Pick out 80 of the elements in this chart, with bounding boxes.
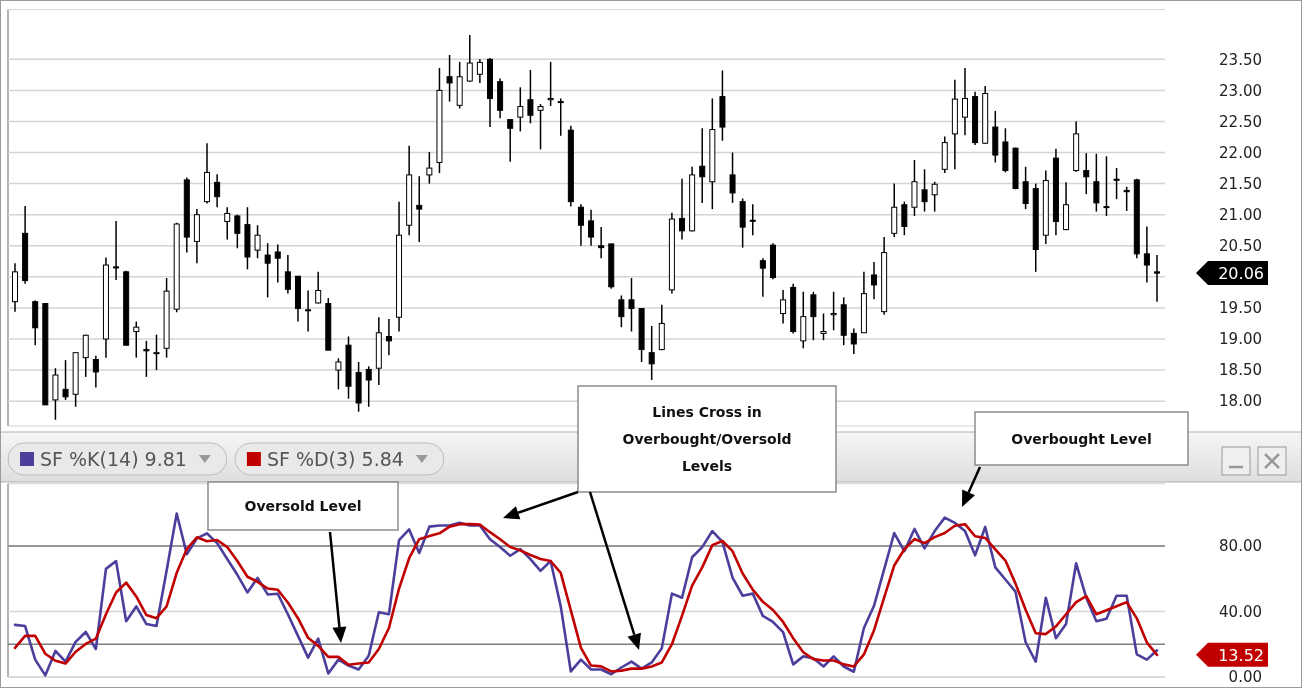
candlestick [588, 208, 595, 247]
y-tick-label: 18.50 [1219, 361, 1262, 380]
candlestick [557, 97, 564, 137]
candlestick [961, 67, 968, 136]
candlestick [365, 365, 372, 408]
candlestick [335, 357, 342, 391]
y-tick-label: 18.00 [1219, 392, 1262, 411]
candlestick [577, 203, 584, 247]
text: Overbought Level [1011, 430, 1152, 447]
candlestick [62, 359, 69, 401]
candlestick [224, 206, 231, 241]
candlestick [648, 325, 655, 381]
candlestick [598, 226, 605, 259]
y-tick-label: 21.00 [1219, 205, 1262, 224]
candlestick [416, 175, 423, 243]
candlestick [537, 103, 544, 151]
candlestick [92, 355, 99, 389]
candlestick [284, 254, 291, 295]
candlestick [699, 127, 706, 204]
candlestick [143, 340, 150, 378]
y-tick-label: 80.00 [1219, 537, 1262, 556]
candlestick [871, 261, 878, 300]
candlestick [527, 69, 534, 125]
candlestick [729, 151, 736, 204]
candlestick [113, 220, 120, 281]
candlestick [618, 294, 625, 328]
candlestick [1154, 254, 1160, 303]
y-tick-label: 40.00 [1219, 602, 1262, 621]
candlestick [214, 173, 221, 208]
candlestick [446, 54, 453, 103]
candlestick [517, 86, 524, 133]
y-tick-label: 22.00 [1219, 143, 1262, 162]
y-tick-label: 0.00 [1228, 668, 1262, 687]
legend-label: SF %K(14) 9.81 [40, 448, 187, 470]
candlestick [759, 257, 766, 298]
candlestick [1103, 155, 1110, 217]
candlestick [466, 34, 473, 83]
candlestick [264, 242, 271, 299]
y-tick-label: 20.50 [1219, 237, 1262, 256]
text: 13.52 [1218, 645, 1264, 665]
candlestick [274, 243, 281, 284]
annotation: Oversold Level [244, 498, 362, 514]
candlestick [810, 291, 817, 341]
candlestick [82, 333, 89, 378]
candlestick [1022, 166, 1029, 210]
candlestick [385, 318, 392, 356]
y-tick-label: 21.50 [1219, 174, 1262, 193]
y-tick-label: 19.00 [1219, 330, 1262, 349]
candlestick [901, 200, 908, 236]
candlestick [850, 327, 857, 355]
text: 20.06 [1218, 264, 1264, 284]
candlestick [305, 289, 312, 333]
candlestick [830, 291, 837, 332]
legend-label: SF %D(3) 5.84 [266, 448, 404, 470]
y-tick-label: 19.50 [1219, 299, 1262, 318]
candlestick [133, 320, 140, 359]
candlestick [921, 168, 928, 213]
candlestick [1093, 153, 1100, 213]
candlestick [315, 271, 322, 305]
y-tick-label: 23.50 [1219, 50, 1262, 69]
candlestick [234, 213, 241, 249]
candlestick [547, 61, 554, 107]
y-tick-label: 23.00 [1219, 81, 1262, 100]
candlestick [254, 224, 261, 259]
candlestick [426, 151, 433, 185]
candlestick [1113, 167, 1120, 200]
candlestick [476, 58, 483, 84]
candlestick [679, 177, 686, 241]
candlestick [820, 312, 827, 341]
candlestick [749, 203, 756, 236]
candlestick [931, 181, 938, 213]
candlestick [628, 277, 635, 333]
candlestick [1083, 152, 1090, 195]
y-tick-label: 22.50 [1219, 112, 1262, 131]
candlestick [153, 333, 160, 371]
candlestick [780, 289, 787, 325]
candlestick [1123, 185, 1130, 212]
candlestick [507, 118, 514, 163]
annotation: Lines Cross in Overbought/Oversold Levels [622, 404, 792, 474]
candlestick [1143, 225, 1150, 284]
